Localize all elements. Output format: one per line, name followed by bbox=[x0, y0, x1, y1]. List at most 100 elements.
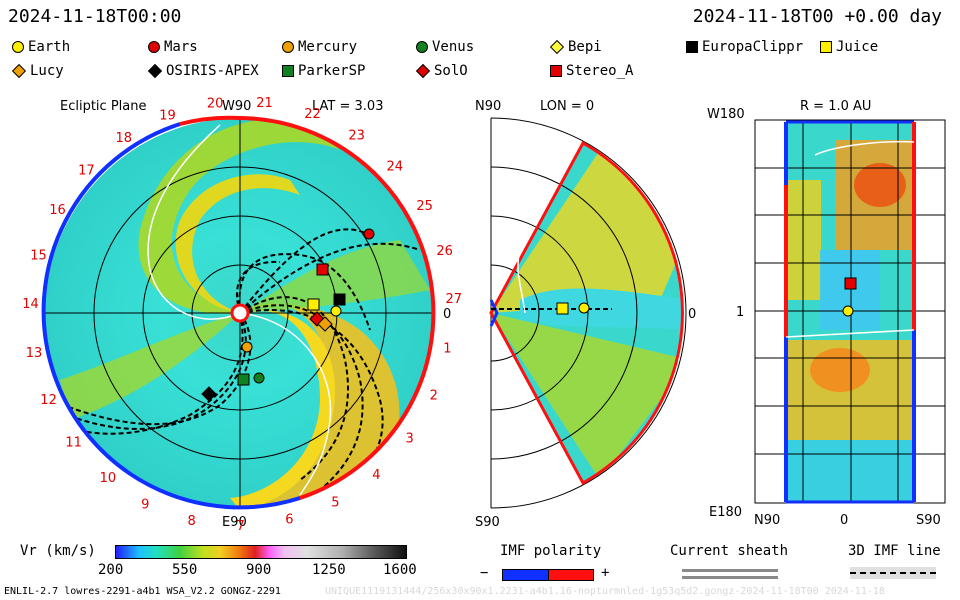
imf-line-1 bbox=[239, 242, 421, 314]
carrington-tick-13: 13 bbox=[26, 346, 43, 361]
colorbar-tick-200: 200 bbox=[98, 562, 124, 578]
sphere-earth-marker bbox=[842, 305, 854, 317]
ecliptic-top-label: W90 bbox=[222, 99, 251, 114]
polarity-rim-positive bbox=[239, 116, 436, 500]
carrington-tick-5: 5 bbox=[331, 495, 339, 510]
current-sheath-label: Current sheath bbox=[670, 543, 789, 559]
carrington-tick-22: 22 bbox=[304, 107, 321, 122]
carrington-tick-10: 10 bbox=[100, 471, 117, 486]
carrington-tick-20: 20 bbox=[207, 97, 224, 112]
meridional-juice-marker bbox=[556, 302, 569, 315]
imf-line-3 bbox=[239, 296, 349, 481]
carrington-tick-26: 26 bbox=[436, 244, 453, 259]
colorbar-label: Vr (km/s) bbox=[20, 543, 96, 559]
current-sheath-south bbox=[239, 312, 332, 496]
meridional-ring-3 bbox=[490, 166, 638, 460]
footer-left: ENLIL-2.7 lowres-2291-a4b1 WSA_V2.2 GONG… bbox=[4, 586, 281, 597]
carrington-tick-19: 19 bbox=[159, 109, 176, 124]
carrington-tick-14: 14 bbox=[22, 297, 39, 312]
legend-lucy: Lucy bbox=[11, 63, 64, 79]
polarity-rim-negative bbox=[41, 122, 301, 510]
mercury-marker bbox=[241, 341, 253, 353]
venus-icon bbox=[416, 41, 428, 53]
imf-polarity-label: IMF polarity bbox=[500, 543, 602, 559]
colorbar-tick-550: 550 bbox=[172, 562, 198, 578]
legend-solo: SolO bbox=[415, 63, 468, 79]
carrington-tick-4: 4 bbox=[372, 468, 380, 483]
meridional-ring-2 bbox=[490, 215, 589, 411]
stereo-a-icon bbox=[550, 65, 562, 77]
carrington-tick-21: 21 bbox=[256, 96, 273, 111]
imf-minus: − bbox=[480, 565, 489, 581]
legend-stereo-a: Stereo_A bbox=[550, 63, 633, 79]
wind-band-west bbox=[60, 313, 240, 420]
sphere-fast-core-2 bbox=[810, 348, 870, 392]
carrington-tick-9: 9 bbox=[141, 498, 149, 513]
carrington-tick-7: 7 bbox=[237, 519, 245, 534]
osiris-apex-icon bbox=[147, 63, 163, 79]
meridional-outline bbox=[489, 140, 684, 486]
imf-line-10 bbox=[235, 260, 281, 314]
earth-marker bbox=[330, 305, 342, 317]
sheath-swatch-2 bbox=[682, 576, 778, 579]
date-left: 2024-11-18T00:00 bbox=[8, 6, 182, 27]
parkersp-icon bbox=[282, 65, 294, 77]
carrington-tick-25: 25 bbox=[416, 199, 433, 214]
wind-band-north bbox=[138, 118, 340, 314]
sphere-region-4 bbox=[786, 440, 914, 502]
imf-line-2 bbox=[239, 228, 371, 314]
current-sheath-north bbox=[147, 124, 241, 320]
meridional-ring-1 bbox=[490, 264, 540, 362]
meridional-sheath bbox=[517, 249, 526, 314]
meridional-zero-label: 0 bbox=[688, 307, 696, 322]
imf-positive-swatch bbox=[548, 569, 594, 581]
carrington-tick-23: 23 bbox=[348, 129, 365, 144]
colorbar bbox=[115, 545, 407, 559]
colorbar-tick-1250: 1250 bbox=[312, 562, 346, 578]
lucy-marker bbox=[317, 316, 333, 332]
ecliptic-panel: Ecliptic Plane W90 E90 LAT = 3.03 0 1234… bbox=[22, 96, 463, 534]
colorbar-tick-1600: 1600 bbox=[383, 562, 417, 578]
juice-icon bbox=[820, 41, 832, 53]
sphere-title: R = 1.0 AU bbox=[800, 99, 871, 114]
mercury-icon bbox=[282, 41, 294, 53]
legend-bepi: Bepi bbox=[549, 39, 602, 55]
europaclipper-icon bbox=[686, 41, 698, 53]
carrington-tick-1: 1 bbox=[443, 341, 451, 356]
legend-europaclipper: EuropaClippr bbox=[686, 39, 803, 55]
meridional-lon-label: LON = 0 bbox=[540, 99, 594, 114]
meridional-earth-marker bbox=[578, 302, 590, 314]
fast-wind-core-south bbox=[230, 310, 335, 508]
imf-negative-swatch bbox=[502, 569, 549, 581]
imf-line-8 bbox=[59, 312, 244, 435]
carrington-tick-3: 3 bbox=[406, 432, 414, 447]
legend-parkersp: ParkerSP bbox=[282, 63, 365, 79]
footer-right: UNIQUE1119131444/256x30x90x1.2231-a4b1.1… bbox=[325, 586, 885, 597]
ecliptic-bottom-label: E90 bbox=[222, 515, 247, 530]
bepi-icon bbox=[549, 39, 565, 55]
carrington-tick-17: 17 bbox=[78, 163, 95, 178]
imf-line-9 bbox=[238, 253, 371, 331]
sphere-sheath-line-2 bbox=[814, 140, 915, 156]
parkersp-marker bbox=[237, 373, 250, 386]
carrington-tick-18: 18 bbox=[116, 131, 133, 146]
meridional-ring-4 bbox=[490, 117, 687, 509]
meridional-top-label: N90 bbox=[475, 99, 501, 114]
carrington-tick-27: 27 bbox=[446, 292, 463, 307]
sphere-stereo-a-marker bbox=[844, 277, 857, 290]
sphere-region-5 bbox=[820, 250, 880, 330]
sphere-panel: R = 1.0 AU W180 E180 1 N90 0 S90 bbox=[707, 99, 946, 528]
sphere-top-label: W180 bbox=[707, 107, 745, 122]
imf-line-4 bbox=[239, 304, 364, 491]
solo-icon bbox=[415, 63, 431, 79]
colorbar-tick-900: 900 bbox=[246, 562, 272, 578]
carrington-tick-6: 6 bbox=[285, 513, 293, 528]
osiris-apex-marker bbox=[201, 386, 217, 402]
wind-band-east bbox=[240, 240, 430, 313]
ecliptic-zero-label: 0 bbox=[443, 307, 451, 322]
lucy-icon bbox=[11, 63, 27, 79]
meridional-band-south bbox=[491, 313, 683, 480]
imf-line-label: 3D IMF line bbox=[848, 543, 941, 559]
europaclipper-marker bbox=[333, 293, 346, 306]
venus-marker bbox=[253, 372, 265, 384]
